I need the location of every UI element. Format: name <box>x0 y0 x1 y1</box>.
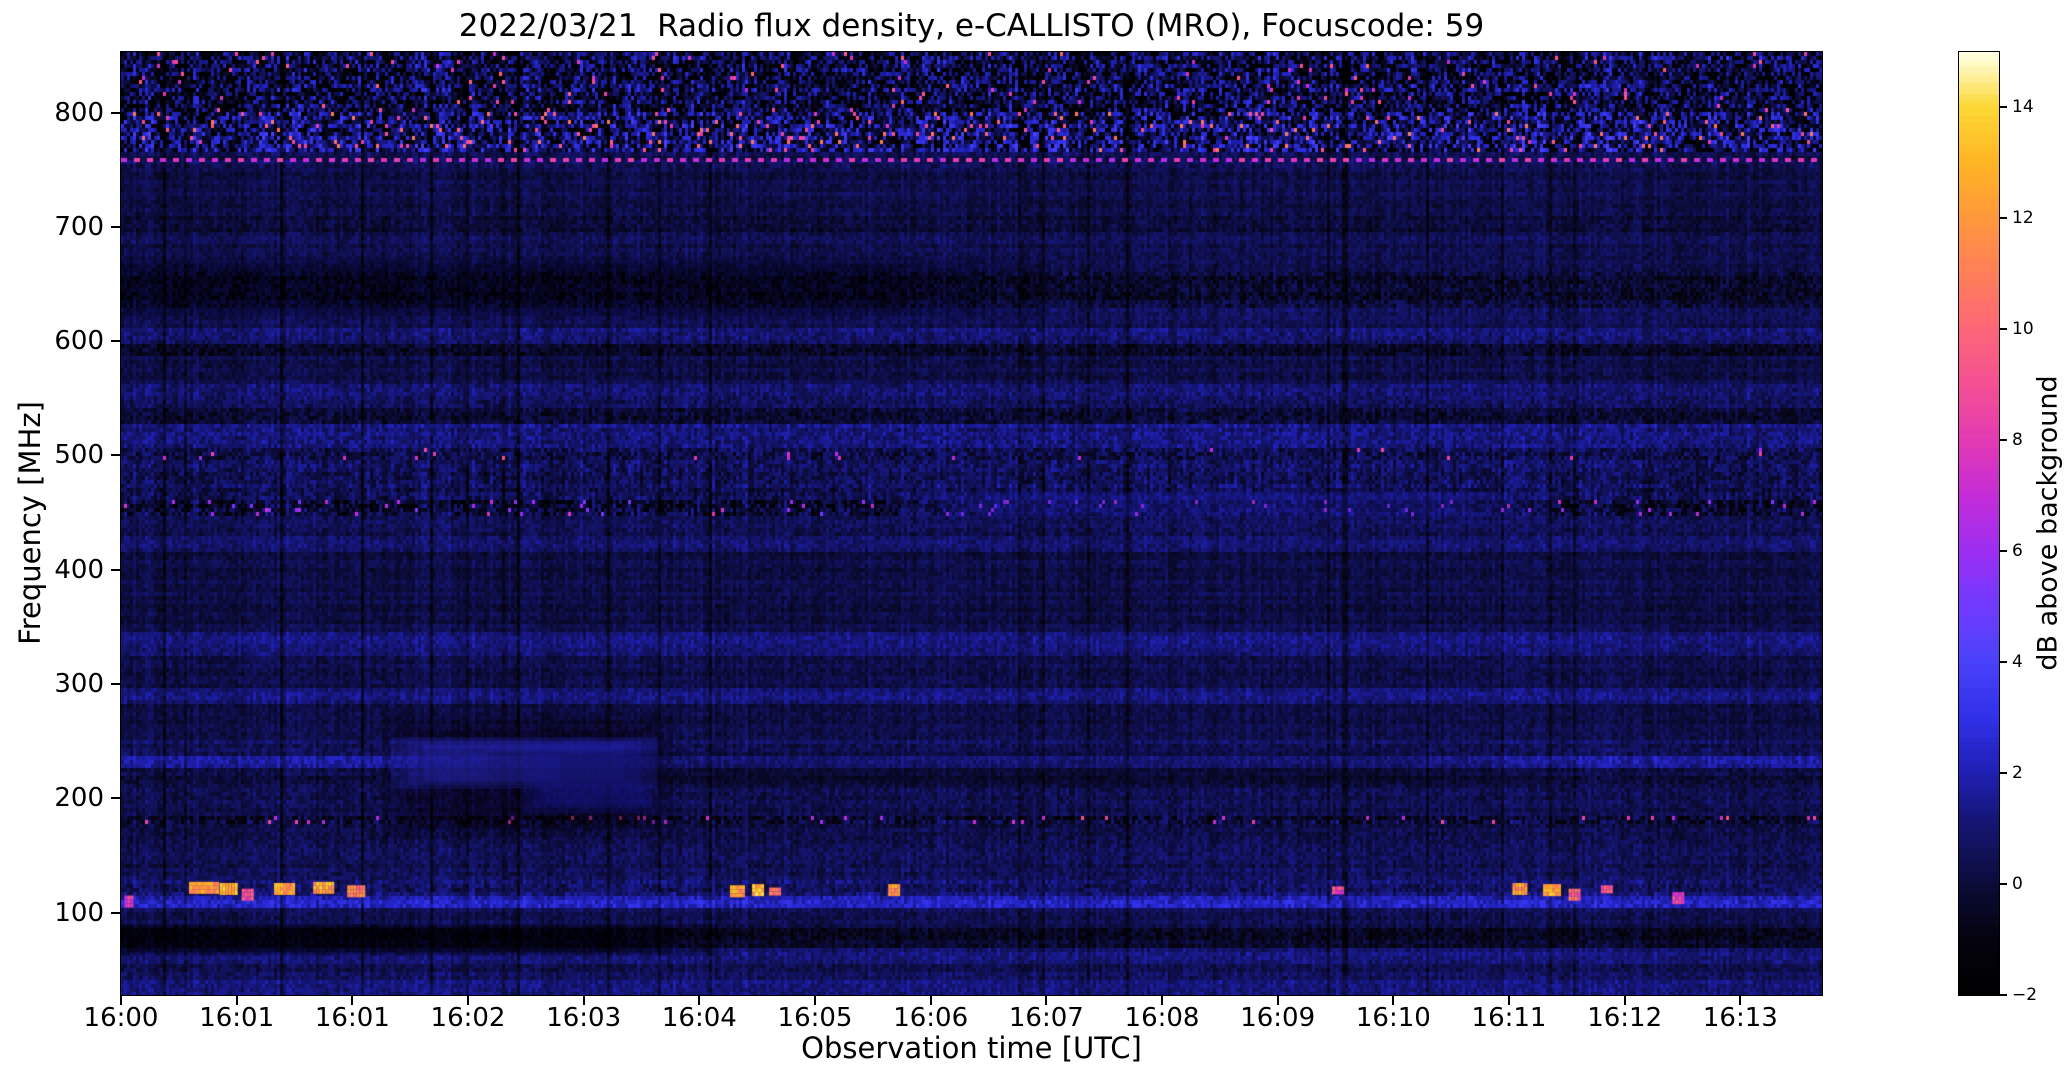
y-tick-label: 500 <box>54 440 104 471</box>
colorbar-tick-mark <box>2000 439 2007 442</box>
x-tick-mark <box>929 996 932 1005</box>
x-tick-mark <box>698 996 701 1005</box>
colorbar <box>1958 51 2000 996</box>
x-tick-label: 16:10 <box>1355 1003 1431 1033</box>
colorbar-tick-label: 6 <box>2012 541 2023 562</box>
y-tick-label: 300 <box>54 669 104 700</box>
y-tick-mark <box>111 683 120 686</box>
x-tick-label: 16:08 <box>1124 1003 1200 1033</box>
x-tick-label: 16:00 <box>83 1003 159 1033</box>
x-tick-label: 16:13 <box>1702 1003 1778 1033</box>
colorbar-tick-label: 2 <box>2012 763 2023 784</box>
x-tick-mark <box>467 996 469 1005</box>
colorbar-tick-label: 10 <box>2012 319 2034 340</box>
x-tick-label: 16:05 <box>777 1003 853 1033</box>
y-tick-label: 600 <box>54 326 104 357</box>
colorbar-tick-mark <box>2000 772 2007 775</box>
colorbar-tick-label: 14 <box>2012 97 2034 118</box>
x-tick-label: 16:01 <box>199 1003 275 1033</box>
x-axis: 16:00 16:01 16:01 16:02 16:03 16:04 16:05 16:06… <box>84 996 1824 1060</box>
x-tick-mark <box>351 996 354 1005</box>
y-tick-mark <box>111 340 120 343</box>
colorbar-tick-mark <box>2000 328 2007 331</box>
x-tick-label: 16:12 <box>1587 1003 1663 1033</box>
colorbar-tick-label: 8 <box>2012 430 2023 451</box>
colorbar-tick-mark <box>2000 217 2007 220</box>
x-tick-label: 16:11 <box>1471 1003 1547 1033</box>
colorbar-tick-label: −2 <box>2012 985 2038 1005</box>
y-tick-label: 200 <box>54 783 104 814</box>
x-tick-label: 16:03 <box>546 1003 622 1033</box>
colorbar-tick-label: 4 <box>2012 652 2023 673</box>
spectrogram-canvas <box>121 52 1822 995</box>
colorbar-tick-label: 0 <box>2012 874 2023 895</box>
x-tick-mark <box>1623 996 1626 1005</box>
x-axis-label: Observation time [UTC] <box>801 1031 1142 1065</box>
colorbar-tick-mark <box>2000 550 2007 553</box>
x-tick-label: 16:09 <box>1240 1003 1316 1033</box>
y-tick-label: 400 <box>54 554 104 585</box>
y-tick-mark <box>111 911 120 914</box>
y-tick-mark <box>111 225 120 228</box>
y-tick-mark <box>111 568 120 571</box>
x-tick-mark <box>1276 996 1279 1005</box>
x-tick-mark <box>1161 996 1163 1005</box>
x-tick-mark <box>1508 996 1511 1005</box>
x-tick-mark <box>235 996 238 1005</box>
colorbar-axis: −2 0 2 4 6 8 10 12 14 <box>2000 52 2064 1005</box>
colorbar-tick-label: 12 <box>2012 208 2034 229</box>
colorbar-tick-mark <box>2000 883 2007 886</box>
colorbar-tick-mark <box>2000 661 2007 664</box>
x-tick-mark <box>1392 996 1395 1005</box>
colorbar-gradient-canvas <box>1959 52 1999 995</box>
x-tick-mark <box>814 996 816 1005</box>
x-tick-label: 16:01 <box>314 1003 390 1033</box>
y-tick-mark <box>111 797 120 800</box>
y-tick-label: 800 <box>54 97 104 128</box>
x-tick-mark <box>1739 996 1742 1005</box>
y-tick-mark <box>111 111 120 114</box>
y-tick-label: 100 <box>54 897 104 928</box>
colorbar-tick-mark <box>2000 106 2007 109</box>
colorbar-label: dB above background <box>2032 375 2064 671</box>
chart-title: 2022/03/21 Radio flux density, e-CALLIST… <box>458 8 1485 44</box>
y-tick-label: 700 <box>54 211 104 242</box>
x-tick-label: 16:02 <box>430 1003 506 1033</box>
x-tick-label: 16:06 <box>893 1003 969 1033</box>
x-tick-mark <box>582 996 585 1005</box>
plot-area <box>120 51 1823 996</box>
y-axis: 800 700 600 500 400 300 200 100 <box>0 52 120 997</box>
x-tick-mark <box>120 996 122 1005</box>
x-tick-label: 16:04 <box>661 1003 737 1033</box>
y-tick-mark <box>111 454 120 457</box>
colorbar-tick-mark <box>2000 994 2007 996</box>
x-tick-label: 16:07 <box>1008 1003 1084 1033</box>
x-tick-mark <box>1045 996 1048 1005</box>
